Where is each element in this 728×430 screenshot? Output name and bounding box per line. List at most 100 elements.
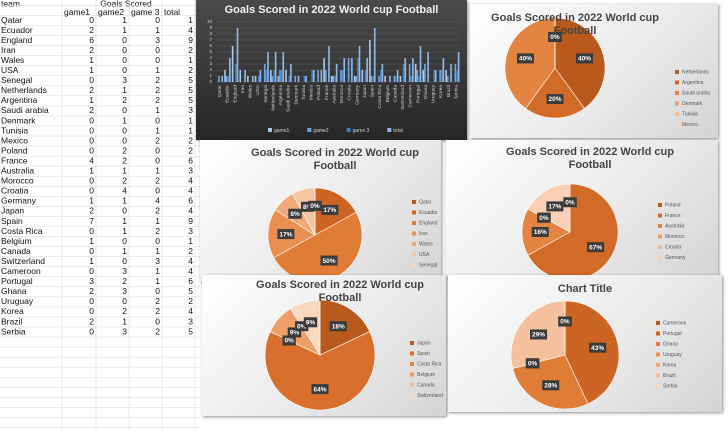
number-cell: 5	[188, 286, 193, 296]
data-label-group: 0%	[525, 358, 540, 369]
number-cell: 0	[122, 135, 127, 145]
data-label: 17%	[548, 204, 561, 211]
bar	[402, 64, 405, 82]
number-cell: 1	[155, 25, 160, 35]
number-cell: 0	[155, 15, 160, 25]
bar	[328, 46, 330, 82]
number-cell: 1	[89, 55, 94, 65]
team-cell: Poland	[1, 145, 28, 155]
number-cell: 0	[155, 55, 160, 65]
number-cell: 1	[122, 196, 127, 206]
bar	[347, 58, 350, 82]
bar	[395, 76, 397, 82]
data-label-group: 18%	[329, 321, 347, 332]
number-cell: 2	[155, 296, 160, 306]
legend-swatch	[675, 91, 679, 95]
data-label: 40%	[578, 56, 591, 63]
bar	[379, 70, 382, 82]
data-label: 0%	[560, 319, 570, 326]
legend-label: Croatia	[665, 244, 681, 250]
number-cell: 4	[122, 186, 127, 196]
bar	[424, 64, 426, 82]
number-cell: 0	[89, 115, 94, 125]
legend-label: game 3	[353, 128, 370, 134]
team-cell: Germany	[1, 196, 37, 206]
number-cell: 0	[122, 296, 127, 306]
column-header: game1	[64, 7, 90, 17]
x-tick-label: Saudi arabia	[286, 85, 292, 112]
legend-swatch	[268, 128, 272, 132]
data-label: 17%	[279, 231, 292, 238]
x-tick-label: Denmark	[293, 84, 299, 104]
bar	[361, 70, 364, 82]
legend-swatch	[412, 221, 416, 225]
pie-chart: 0%43%28%0%0%29%0%CameroonPortugalGhanaUr…	[448, 275, 722, 412]
y-tick-label: 1	[209, 73, 212, 78]
number-cell: 0	[155, 155, 160, 165]
legend-swatch	[656, 373, 660, 378]
data-label-group: 9%	[287, 327, 302, 338]
number-cell: 1	[188, 115, 193, 125]
number-cell: 2	[122, 176, 127, 186]
x-tick-label: Korea	[438, 85, 444, 98]
bar	[353, 76, 356, 82]
bar	[378, 76, 380, 82]
bar	[282, 52, 285, 82]
bar	[247, 76, 249, 82]
legend-swatch	[410, 362, 414, 366]
bar	[381, 64, 384, 82]
legend-swatch	[656, 384, 660, 388]
number-cell: 4	[188, 206, 193, 216]
team-cell: Belgium	[1, 236, 32, 246]
data-label-group: 50%	[320, 255, 338, 266]
legend-swatch	[412, 242, 416, 246]
data-label-group: 17%	[277, 229, 295, 240]
bar	[334, 76, 336, 82]
bar	[372, 76, 374, 82]
bar	[340, 70, 342, 82]
data-label: 0%	[297, 323, 307, 330]
bar	[239, 70, 242, 82]
pie-slice	[264, 331, 376, 411]
data-label-box	[308, 200, 322, 211]
bar	[440, 70, 443, 82]
data-label: 0%	[528, 361, 538, 368]
legend-label: Senegal	[419, 262, 437, 268]
number-cell: 2	[155, 135, 160, 145]
team-cell: Ghana	[1, 286, 27, 296]
chart-plot: 0%17%50%17%8%8%0%QatarEcuadorEnglandIran…	[267, 187, 438, 282]
legend-swatch	[412, 231, 416, 236]
data-label-box	[277, 229, 295, 240]
x-tick-label: Switzerland	[400, 85, 406, 110]
bar	[305, 76, 307, 82]
chart-title: Goals Scored in 2022 World cup Football	[256, 279, 424, 304]
y-tick-label: 3	[209, 61, 212, 66]
bar	[341, 70, 344, 82]
legend-swatch	[412, 200, 416, 204]
legend-label: Switzerland	[417, 393, 443, 399]
data-label-group: 67%	[587, 242, 605, 253]
data-label: 18%	[332, 323, 345, 330]
chart-title: Chart Title	[557, 283, 613, 295]
legend-swatch	[412, 252, 416, 257]
number-cell: 1	[188, 125, 193, 135]
data-label: 29%	[532, 332, 545, 339]
legend-label: Wales	[419, 241, 433, 247]
legend-label: USA	[419, 252, 430, 258]
number-cell: 0	[89, 125, 94, 135]
bar	[355, 76, 358, 82]
bar	[446, 76, 449, 82]
data-label-group: 40%	[517, 53, 535, 64]
number-cell: 2	[155, 206, 160, 216]
number-cell: 0	[122, 256, 127, 266]
bar	[335, 64, 338, 82]
number-cell: 0	[89, 15, 94, 25]
number-cell: 4	[89, 155, 94, 165]
data-label-box	[282, 335, 296, 346]
bar	[389, 76, 391, 82]
legend-label: Spain	[417, 351, 430, 357]
number-cell: 2	[122, 306, 127, 316]
legend-swatch	[658, 234, 662, 239]
data-label-group: 17%	[546, 201, 564, 212]
legend-swatch	[410, 372, 414, 377]
